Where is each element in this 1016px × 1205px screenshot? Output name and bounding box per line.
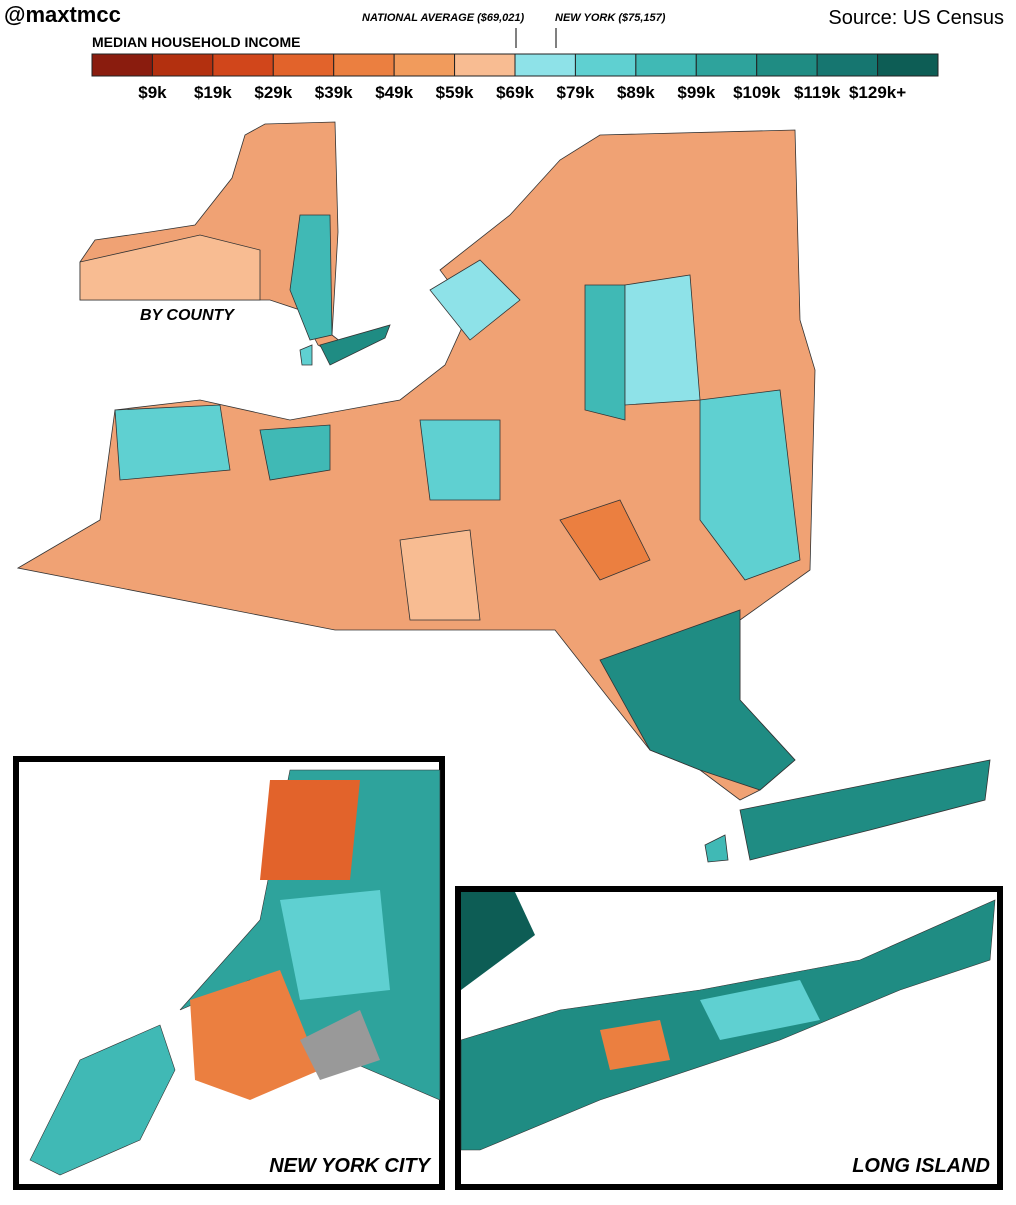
handle: @maxtmcc xyxy=(4,2,121,27)
legend-swatch xyxy=(574,53,637,77)
legend-swatch xyxy=(393,53,456,77)
legend-swatch xyxy=(272,53,335,77)
legend-swatch xyxy=(333,53,395,77)
legend-label: $109k xyxy=(733,83,781,102)
county-inset: BY COUNTY xyxy=(79,121,391,366)
source: Source: US Census xyxy=(828,7,1004,29)
legend-swatch xyxy=(695,53,758,77)
legend-label: $49k xyxy=(375,83,413,102)
legend-label: $69k xyxy=(496,83,534,102)
legend-title: MEDIAN HOUSEHOLD INCOME xyxy=(92,34,300,50)
inset-label: NEW YORK CITY xyxy=(269,1155,431,1177)
marker-label: NEW YORK ($75,157) xyxy=(555,12,666,24)
legend-label: $9k xyxy=(138,83,167,102)
legend-label: $89k xyxy=(617,83,655,102)
legend-swatch xyxy=(212,53,274,77)
legend-label: $59k xyxy=(436,83,474,102)
state-map xyxy=(16,129,991,863)
legend: $9k $19k $29k $39k $49k $59k $69k $79k $89k $99k $… xyxy=(91,53,939,102)
legend-label: $119k xyxy=(794,83,841,102)
legend-swatch xyxy=(151,53,214,77)
inset-label: BY COUNTY xyxy=(140,307,235,324)
legend-swatch xyxy=(635,53,697,77)
legend-label: $99k xyxy=(677,83,715,102)
inset-label: LONG ISLAND xyxy=(852,1155,990,1177)
legend-label: $39k xyxy=(315,83,353,102)
legend-label: $29k xyxy=(254,83,292,102)
marker-label: NATIONAL AVERAGE ($69,021) xyxy=(362,12,525,24)
long-island-inset: LONG ISLAND xyxy=(455,886,1003,1190)
legend-swatch xyxy=(91,53,153,77)
legend-swatch xyxy=(877,53,939,77)
legend-swatch xyxy=(816,53,879,77)
legend-swatch xyxy=(514,53,576,77)
legend-swatch xyxy=(454,53,516,77)
legend-label: $79k xyxy=(557,83,595,102)
legend-swatch xyxy=(756,53,818,77)
legend-label: $129k+ xyxy=(849,83,906,102)
nyc-inset: NEW YORK CITY xyxy=(13,756,445,1190)
legend-label: $19k xyxy=(194,83,232,102)
